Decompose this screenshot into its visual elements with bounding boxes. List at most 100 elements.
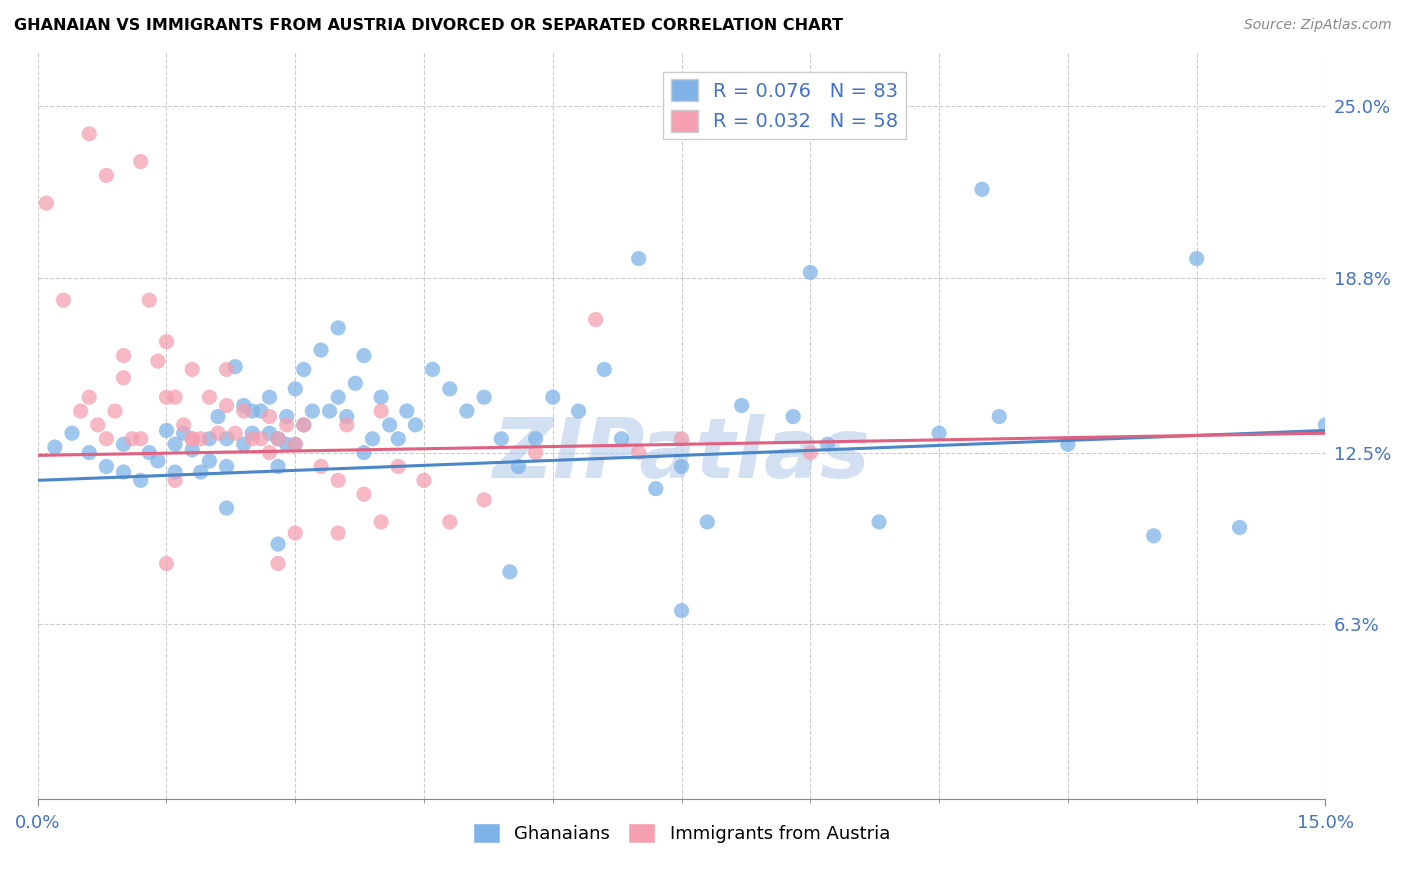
Point	[309, 459, 332, 474]
Point	[318, 404, 340, 418]
Point	[524, 432, 547, 446]
Point	[112, 437, 135, 451]
Point	[328, 321, 350, 335]
Point	[138, 445, 160, 459]
Point	[207, 426, 229, 441]
Point	[224, 359, 246, 374]
Point	[1143, 529, 1166, 543]
Point	[671, 459, 693, 474]
Point	[456, 404, 478, 418]
Point	[439, 382, 461, 396]
Point	[472, 492, 495, 507]
Point	[155, 424, 177, 438]
Point	[499, 565, 522, 579]
Text: GHANAIAN VS IMMIGRANTS FROM AUSTRIA DIVORCED OR SEPARATED CORRELATION CHART: GHANAIAN VS IMMIGRANTS FROM AUSTRIA DIVO…	[14, 18, 844, 33]
Point	[44, 440, 66, 454]
Point	[267, 537, 290, 551]
Point	[627, 445, 650, 459]
Point	[112, 349, 135, 363]
Point	[240, 432, 263, 446]
Point	[422, 362, 444, 376]
Point	[232, 404, 254, 418]
Point	[215, 501, 238, 516]
Point	[799, 265, 821, 279]
Point	[541, 390, 564, 404]
Point	[267, 557, 290, 571]
Point	[215, 362, 238, 376]
Point	[387, 459, 409, 474]
Point	[181, 362, 204, 376]
Point	[173, 417, 195, 432]
Point	[181, 432, 204, 446]
Point	[190, 465, 212, 479]
Point	[250, 404, 273, 418]
Point	[370, 515, 392, 529]
Point	[146, 454, 169, 468]
Point	[361, 432, 384, 446]
Point	[96, 432, 118, 446]
Point	[215, 459, 238, 474]
Point	[593, 362, 616, 376]
Point	[232, 399, 254, 413]
Point	[121, 432, 143, 446]
Point	[267, 432, 290, 446]
Point	[259, 445, 281, 459]
Point	[387, 432, 409, 446]
Point	[439, 515, 461, 529]
Point	[1229, 520, 1251, 534]
Point	[868, 515, 890, 529]
Point	[250, 432, 273, 446]
Point	[508, 459, 530, 474]
Point	[96, 169, 118, 183]
Point	[395, 404, 418, 418]
Point	[336, 417, 359, 432]
Point	[181, 442, 204, 457]
Point	[472, 390, 495, 404]
Point	[198, 454, 221, 468]
Point	[163, 473, 186, 487]
Point	[267, 432, 290, 446]
Point	[970, 182, 993, 196]
Point	[232, 437, 254, 451]
Point	[284, 382, 307, 396]
Point	[378, 417, 401, 432]
Point	[292, 417, 315, 432]
Point	[190, 432, 212, 446]
Point	[138, 293, 160, 308]
Point	[1315, 417, 1337, 432]
Point	[163, 465, 186, 479]
Point	[112, 465, 135, 479]
Point	[671, 432, 693, 446]
Text: Source: ZipAtlas.com: Source: ZipAtlas.com	[1244, 18, 1392, 32]
Point	[696, 515, 718, 529]
Point	[163, 390, 186, 404]
Point	[585, 312, 607, 326]
Point	[353, 349, 375, 363]
Point	[129, 154, 152, 169]
Point	[112, 371, 135, 385]
Point	[276, 437, 298, 451]
Point	[267, 459, 290, 474]
Point	[817, 437, 839, 451]
Point	[292, 417, 315, 432]
Point	[35, 196, 58, 211]
Legend: R = 0.076   N = 83, R = 0.032   N = 58: R = 0.076 N = 83, R = 0.032 N = 58	[662, 71, 907, 139]
Point	[155, 557, 177, 571]
Point	[328, 526, 350, 541]
Point	[276, 417, 298, 432]
Point	[207, 409, 229, 424]
Point	[215, 399, 238, 413]
Point	[87, 417, 110, 432]
Point	[328, 390, 350, 404]
Point	[276, 409, 298, 424]
Point	[1057, 437, 1080, 451]
Point	[491, 432, 513, 446]
Point	[644, 482, 666, 496]
Point	[671, 604, 693, 618]
Point	[198, 390, 221, 404]
Point	[104, 404, 127, 418]
Point	[240, 426, 263, 441]
Point	[782, 409, 804, 424]
Point	[155, 334, 177, 349]
Point	[77, 445, 100, 459]
